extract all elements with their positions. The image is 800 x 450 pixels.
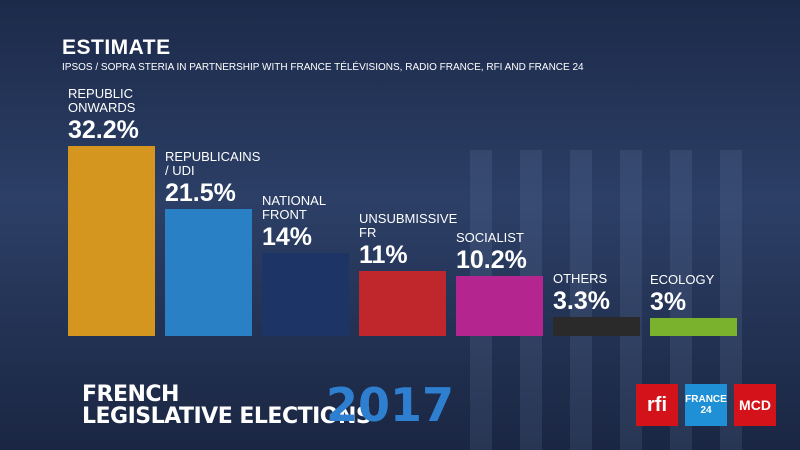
chart-subtitle: IPSOS / SOPRA STERIA IN PARTNERSHIP WITH… [62,62,584,73]
bar [456,275,543,336]
footer-line: LEGISLATIVE ELECTIONS [82,404,372,429]
bar [553,316,640,336]
bar [68,146,155,336]
value-label: 21.5% [165,179,236,208]
footer-year: 2017 [326,378,455,432]
bar [262,253,349,336]
value-label: 3% [650,288,687,317]
category-label: ECOLOGY [650,272,715,288]
category-label: OTHERS [553,270,608,286]
category-label: REPUBLICAINS / UDI [165,149,261,179]
logo: rfi [636,384,678,426]
chart-title: ESTIMATE [62,36,171,59]
bar [650,318,737,336]
value-label: 10.2% [456,245,527,274]
bar [165,209,252,336]
bar [359,271,446,336]
value-label: 32.2% [68,116,139,144]
value-label: 3.3% [553,286,610,315]
logo: FRANCE 24 [685,384,727,426]
category-label: NATIONAL FRONT [262,193,326,223]
category-label: REPUBLIC ONWARDS [68,86,136,115]
logo: MCD [734,384,776,426]
category-label: UNSUBMISSIVE FR [359,211,458,241]
footer-line: FRENCH [82,382,179,407]
value-label: 11% [359,241,408,270]
value-label: 14% [262,223,313,252]
category-label: SOCIALIST [456,229,524,245]
